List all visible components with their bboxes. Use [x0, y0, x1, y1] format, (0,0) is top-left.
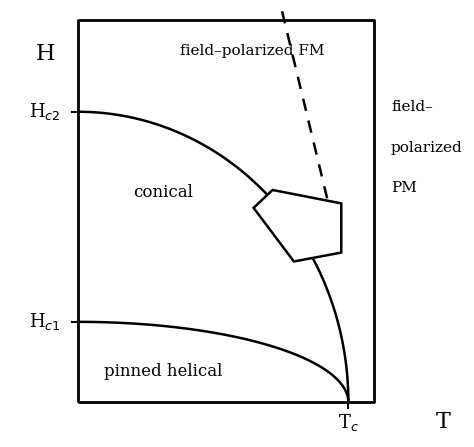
- Text: H: H: [35, 42, 55, 65]
- Polygon shape: [254, 190, 341, 261]
- Text: conical: conical: [133, 184, 192, 201]
- Text: H$_{c1}$: H$_{c1}$: [29, 312, 61, 332]
- Text: H$_{c2}$: H$_{c2}$: [29, 101, 61, 122]
- Text: polarized: polarized: [391, 140, 463, 155]
- Text: T$_c$: T$_c$: [338, 412, 359, 433]
- Text: PM: PM: [391, 181, 417, 195]
- Text: T: T: [436, 411, 451, 434]
- Text: field–: field–: [391, 100, 433, 114]
- Text: pinned helical: pinned helical: [104, 363, 223, 380]
- Text: field–polarized FM: field–polarized FM: [180, 44, 325, 59]
- Text: A: A: [294, 241, 308, 259]
